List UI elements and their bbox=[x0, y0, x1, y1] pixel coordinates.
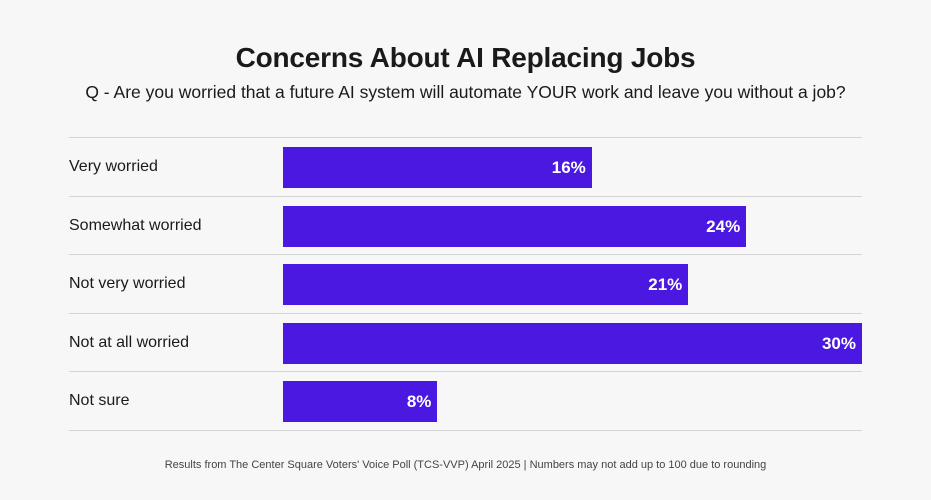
bar-value-label: 21% bbox=[648, 275, 683, 295]
bar-chart: Very worried 16% Somewhat worried 24% Not ve… bbox=[69, 137, 862, 431]
chart-row: Not very worried 21% bbox=[69, 254, 862, 313]
bar-value-label: 16% bbox=[551, 158, 586, 177]
bar: 24% bbox=[283, 205, 747, 247]
bar-value-label: 24% bbox=[706, 216, 741, 236]
chart-footer: Results from The Center Square Voters' V… bbox=[164, 459, 767, 471]
bar: 30% bbox=[283, 322, 862, 364]
chart-row: Not sure 8% bbox=[69, 371, 862, 431]
bar: 21% bbox=[283, 264, 689, 306]
chart-subtitle: Q - Are you worried that a future AI sys… bbox=[85, 82, 846, 102]
bar-value-label: 30% bbox=[821, 333, 856, 353]
category-label: Somewhat worried bbox=[69, 216, 202, 234]
chart-row: Somewhat worried 24% bbox=[69, 195, 862, 255]
chart-row: Not at all worried 30% bbox=[69, 312, 862, 372]
bar: 8% bbox=[283, 381, 438, 423]
chart-title: Concerns About AI Replacing Jobs bbox=[235, 42, 696, 73]
bar: 16% bbox=[283, 147, 592, 188]
category-label: Not very worried bbox=[69, 275, 186, 293]
category-label: Not sure bbox=[69, 392, 130, 410]
category-label: Not at all worried bbox=[69, 333, 190, 351]
category-label: Very worried bbox=[69, 158, 158, 175]
bar-value-label: 8% bbox=[406, 392, 432, 412]
chart-row: Very worried 16% bbox=[69, 137, 862, 196]
